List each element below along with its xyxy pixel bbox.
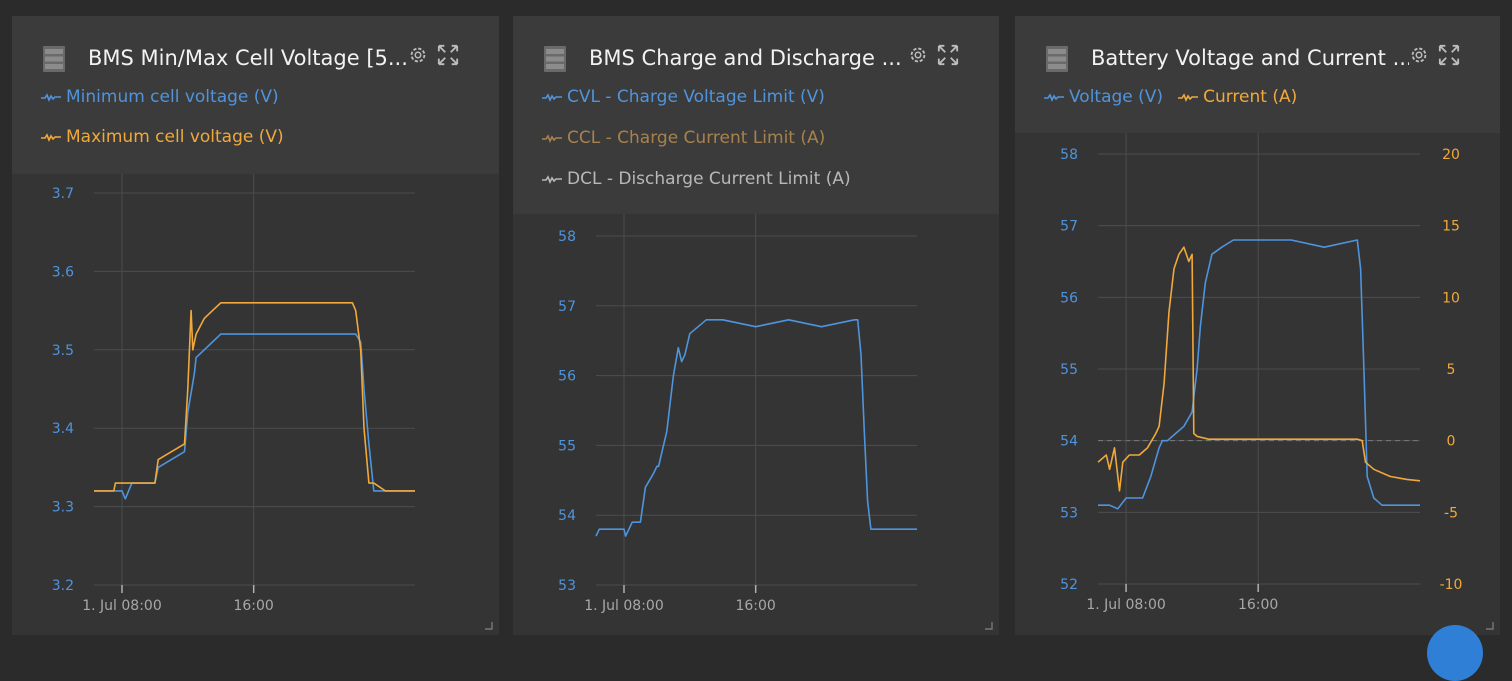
legend-line-icon [1178,93,1199,102]
legend-label: Current (A) [1203,87,1298,107]
chart-legend: Minimum cell voltage (V) Maximum cell vol… [40,87,298,167]
y-tick-label: 3.5 [52,343,74,359]
y-tick-label: 57 [558,299,576,315]
gear-icon[interactable] [907,44,929,66]
chart-area: 58 57 56 55 54 53 1. Jul 08:00 16:00 [513,214,999,635]
y-tick-label: 56 [558,369,576,385]
y-tick-label: 55 [558,438,576,454]
title-row: BMS Min/Max Cell Voltage [5... [42,44,479,76]
panel-header: Battery Voltage and Current ... Voltage … [1015,16,1500,133]
series-line [1097,246,1421,492]
widget-panel-charge-discharge: BMS Charge and Discharge ... CVL - Charg… [513,16,999,635]
y-tick-label: 3.4 [52,421,74,437]
legend-item[interactable]: Voltage (V) [1043,87,1163,107]
legend-item[interactable]: DCL - Discharge Current Limit (A) [541,169,851,210]
resize-handle-icon[interactable] [1486,622,1494,630]
database-icon [544,46,566,72]
expand-icon[interactable] [1438,44,1460,66]
y-tick-label: 3.3 [52,500,74,516]
y-tick-label: 58 [558,229,576,245]
title-row: Battery Voltage and Current ... [1045,44,1480,76]
x-tick-label: 16:00 [1238,597,1278,613]
panel-header: BMS Charge and Discharge ... CVL - Charg… [513,16,999,214]
legend-line-icon [41,133,61,142]
legend-item[interactable]: Maximum cell voltage (V) [40,127,284,167]
legend-item[interactable]: Minimum cell voltage (V) [40,87,284,127]
database-icon [43,46,65,72]
y2-tick-label: 0 [1447,434,1456,450]
widget-panel-cell-voltage: BMS Min/Max Cell Voltage [5... Minimum c… [12,16,499,635]
y-tick-label: 53 [1060,505,1078,521]
gear-icon[interactable] [407,44,429,66]
legend-line-icon [542,175,562,184]
chart-legend: Voltage (V) Current (A) [1043,87,1311,107]
y-tick-label: 3.6 [52,264,74,280]
y-tick-label: 56 [1060,290,1078,306]
expand-icon[interactable] [937,44,959,66]
y-tick-label: 3.2 [52,578,74,594]
y-tick-label: 54 [558,508,576,524]
legend-label: DCL - Discharge Current Limit (A) [567,169,851,189]
series-line [1098,239,1420,510]
y-tick-label: 54 [1060,434,1078,450]
series-line [94,333,415,500]
gear-icon[interactable] [1408,44,1430,66]
line-chart: 58 57 56 55 54 53 1. Jul 08:00 16:00 [558,214,917,614]
legend-label: Maximum cell voltage (V) [66,127,284,147]
legend-item[interactable]: CVL - Charge Voltage Limit (V) [541,87,851,128]
resize-handle-icon[interactable] [985,622,993,630]
legend-label: CVL - Charge Voltage Limit (V) [567,87,825,107]
line-chart: 3.7 3.6 3.5 3.4 3.3 3.2 1. Jul 08:00 16:00 [52,174,415,614]
y2-tick-label: 10 [1442,290,1460,306]
legend-label: Minimum cell voltage (V) [66,87,279,107]
legend-item[interactable]: CCL - Charge Current Limit (A) [541,128,851,169]
widget-panel-battery: Battery Voltage and Current ... Voltage … [1015,16,1500,635]
x-tick-label: 16:00 [233,598,273,614]
panel-title: BMS Min/Max Cell Voltage [5... [88,46,406,70]
y2-tick-label: 20 [1442,147,1460,163]
y2-tick-label: 5 [1447,362,1456,378]
panel-title: Battery Voltage and Current ... [1091,46,1409,70]
y-tick-label: 55 [1060,362,1078,378]
y-tick-label: 3.7 [52,186,74,202]
x-tick-label: 16:00 [735,598,775,614]
x-tick-label: 1. Jul 08:00 [584,598,664,614]
resize-handle-icon[interactable] [485,622,493,630]
legend-line-icon [1044,93,1064,102]
legend-item[interactable]: Current (A) [1177,87,1297,107]
y2-tick-label: -5 [1444,505,1458,521]
help-chat-button[interactable] [1427,625,1483,681]
expand-icon[interactable] [437,44,459,66]
chart-legend: CVL - Charge Voltage Limit (V) CCL - Char… [541,87,865,210]
y-tick-label: 52 [1060,577,1078,593]
panel-title: BMS Charge and Discharge ... [589,46,902,70]
legend-line-icon [41,93,61,102]
x-tick-label: 1. Jul 08:00 [82,598,162,614]
legend-line-icon [542,93,562,102]
y-tick-label: 58 [1060,147,1078,163]
panel-header: BMS Min/Max Cell Voltage [5... Minimum c… [12,16,499,174]
chart-area: 58 57 56 55 54 53 52 20 15 10 5 0 -5 -10 1. Jul 08:00 1… [1015,133,1500,635]
y2-tick-label: -10 [1440,577,1463,593]
y-tick-label: 57 [1060,219,1078,235]
y-tick-label: 53 [558,578,576,594]
legend-label: CCL - Charge Current Limit (A) [567,128,826,148]
series-line [595,319,917,537]
database-icon [1046,46,1068,72]
line-chart: 58 57 56 55 54 53 52 20 15 10 5 0 -5 -10 1. Jul 08:00 1… [1060,133,1463,613]
title-row: BMS Charge and Discharge ... [543,44,979,76]
chart-area: 3.7 3.6 3.5 3.4 3.3 3.2 1. Jul 08:00 16:00 [12,174,499,635]
legend-label: Voltage (V) [1069,87,1164,107]
y2-tick-label: 15 [1442,219,1460,235]
series-line [94,302,415,492]
x-tick-label: 1. Jul 08:00 [1086,597,1166,613]
legend-line-icon [542,134,562,143]
